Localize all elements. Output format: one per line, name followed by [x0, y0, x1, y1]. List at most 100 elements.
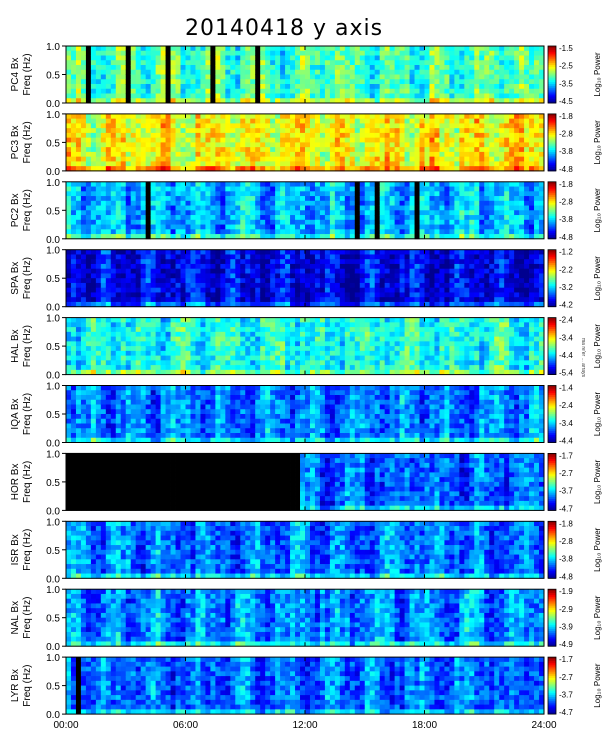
spectrogram-cell	[110, 350, 117, 356]
spectrogram-cell	[155, 292, 162, 298]
spectrogram-cell	[155, 273, 162, 279]
spectrogram-cell	[359, 55, 366, 61]
colorbar-segment	[548, 255, 556, 258]
spectrogram-cell	[399, 151, 405, 158]
spectrogram-cell	[110, 79, 117, 85]
spectrogram-cell	[250, 98, 256, 104]
spectrogram-cell	[215, 132, 221, 139]
spectrogram-cell	[210, 88, 216, 94]
spectrogram-cell	[474, 98, 480, 104]
spectrogram-cell	[429, 98, 435, 104]
spectrogram-cell	[489, 74, 495, 80]
spectrogram-cell	[329, 46, 336, 52]
spectrogram-cell	[155, 215, 162, 221]
spectrogram-cell	[404, 118, 410, 124]
spectrogram-cell	[225, 79, 231, 85]
spectrogram-cell	[120, 350, 127, 356]
spectrogram-cell	[434, 273, 440, 279]
spectrogram-cell	[519, 196, 525, 202]
spectrogram-cell	[275, 55, 281, 61]
spectrogram-cell	[255, 118, 261, 124]
spectrogram-cell	[275, 292, 281, 298]
spectrogram-cell	[225, 98, 231, 104]
spectrogram-cell	[474, 287, 480, 293]
spectrogram-cell	[409, 147, 415, 153]
spectrogram-cell	[454, 147, 460, 153]
spectrogram-cell	[190, 156, 196, 162]
spectrogram-cell	[85, 46, 92, 52]
spectrogram-cell	[464, 200, 470, 206]
spectrogram-cell	[95, 181, 102, 187]
spectrogram-cell	[305, 186, 311, 192]
spectrogram-cell	[70, 88, 77, 94]
spectrogram-cell	[519, 273, 525, 279]
spectrogram-cell	[429, 287, 435, 293]
spectrogram-cell	[295, 118, 301, 124]
spectrogram-cell	[125, 282, 132, 289]
spectrogram-cell	[120, 98, 127, 104]
spectrogram-cell	[275, 181, 281, 187]
spectrogram-cell	[125, 219, 132, 225]
spectrogram-cell	[309, 181, 316, 187]
spectrogram-cell	[399, 282, 405, 289]
spectrogram-cell	[434, 219, 440, 225]
spectrogram-cell	[539, 156, 545, 162]
spectrogram-cell	[180, 229, 186, 235]
spectrogram-cell	[464, 88, 470, 94]
spectrogram-cell	[270, 229, 276, 235]
spectrogram-cell	[210, 142, 216, 148]
spectrogram-cell	[215, 282, 221, 289]
spectrogram-cell	[305, 210, 311, 216]
spectrogram-cell	[130, 215, 137, 221]
spectrogram-cell	[130, 128, 137, 134]
spectrogram-cell	[309, 249, 316, 255]
spectrogram-cell	[125, 268, 132, 274]
spectrogram-cell	[110, 369, 117, 375]
spectrogram-cell	[235, 273, 241, 279]
spectrogram-cell	[75, 219, 82, 225]
spectrogram-cell	[419, 234, 425, 240]
spectrogram-cell	[145, 128, 152, 134]
spectrogram-cell	[324, 297, 331, 303]
spectrogram-cell	[399, 292, 405, 298]
spectrogram-cell	[305, 55, 311, 61]
spectrogram-cell	[145, 224, 152, 230]
spectrogram-cell	[419, 205, 425, 211]
spectrogram-cell	[260, 161, 266, 167]
spectrogram-cell	[130, 69, 137, 75]
spectrogram-cell	[324, 113, 331, 120]
spectrogram-cell	[449, 196, 455, 202]
spectrogram-cell	[444, 147, 450, 153]
spectrogram-cell	[364, 263, 371, 270]
spectrogram-cell	[314, 60, 321, 66]
spectrogram-cell	[354, 50, 361, 56]
spectrogram-cell	[514, 196, 520, 202]
spectrogram-cell	[200, 297, 206, 303]
spectrogram-cell	[200, 196, 206, 202]
spectrogram-cell	[210, 273, 216, 279]
spectrogram-cell	[155, 263, 162, 270]
spectrogram-cell	[75, 161, 82, 167]
spectrogram-cell	[384, 156, 391, 162]
spectrogram-cell	[160, 254, 166, 260]
spectrogram-cell	[539, 259, 545, 265]
spectrogram-cell	[100, 161, 107, 167]
spectrogram-cell	[494, 84, 500, 90]
spectrogram-cell	[464, 249, 470, 255]
spectrogram-cell	[344, 151, 351, 158]
spectrogram-cell	[160, 292, 166, 298]
spectrogram-cell	[160, 224, 166, 230]
spectrogram-cell	[454, 191, 460, 197]
spectrogram-cell	[155, 166, 162, 172]
spectrogram-cell	[75, 254, 82, 260]
spectrogram-cell	[250, 60, 256, 66]
spectrogram-cell	[469, 263, 475, 270]
spectrogram-cell	[439, 181, 445, 187]
spectrogram-cell	[389, 88, 396, 94]
spectrogram-cell	[394, 98, 401, 104]
spectrogram-cell	[509, 282, 515, 289]
spectrogram-cell	[324, 259, 331, 265]
spectrogram-cell	[165, 219, 171, 225]
spectrogram-cell	[175, 219, 181, 225]
spectrogram-cell	[339, 282, 346, 289]
